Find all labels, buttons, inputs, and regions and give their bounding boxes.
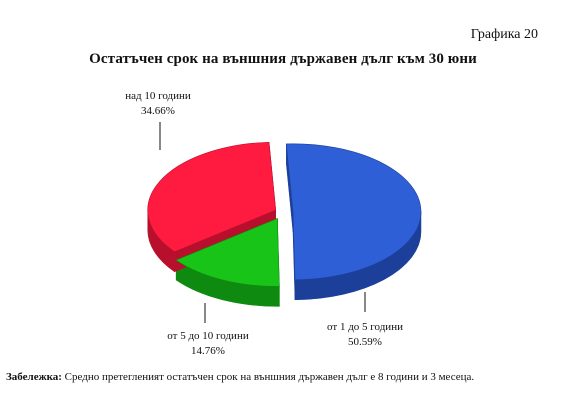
slice-label-value: 14.76%: [191, 345, 225, 357]
slice-over-10-years: [147, 141, 277, 253]
slice-5-to-10-years: [175, 218, 280, 287]
footnote-text: Средно претегленият остатъчен срок на въ…: [61, 371, 475, 383]
graph-number: Графика 20: [470, 27, 538, 42]
slice-label-name: от 5 до 10 години: [167, 330, 249, 342]
label-1-to-5-years: от 1 до 5 години 50.59%: [300, 320, 430, 350]
footnote: Забележка: Средно претегленият остатъчен…: [6, 371, 474, 383]
chart-title: Остатъчен срок на външния държавен дълг …: [89, 51, 477, 67]
label-5-to-10-years: от 5 до 10 години 14.76%: [138, 329, 278, 359]
footnote-label: Забележка:: [6, 371, 62, 383]
slice-label-value: 50.59%: [348, 336, 382, 348]
slice-label-name: от 1 до 5 години: [327, 321, 403, 333]
slice-label-value: 34.66%: [141, 105, 175, 117]
slice-1-to-5-years: [285, 143, 422, 281]
label-over-10-years: над 10 години 34.66%: [98, 89, 218, 119]
slice-label-name: над 10 години: [125, 90, 191, 102]
